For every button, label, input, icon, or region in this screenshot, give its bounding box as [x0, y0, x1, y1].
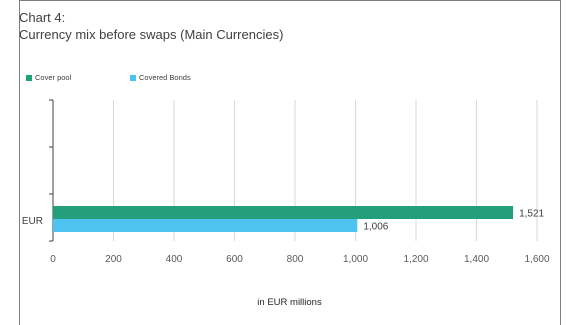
legend-swatch-cover-pool: [26, 75, 32, 82]
bar-covered-bonds: [53, 219, 358, 232]
x-tick-label: 1,000: [343, 254, 368, 265]
legend-label-cover-pool: Cover pool: [35, 73, 72, 82]
legend-item-covered-bonds: Covered Bonds: [130, 73, 191, 82]
chart-number: Chart 4:: [19, 10, 66, 25]
x-tick-label: 800: [287, 254, 304, 265]
category-label: EUR: [22, 216, 43, 227]
bar-cover-pool-label: 1,521: [519, 209, 544, 220]
x-tick-label: 1,200: [403, 254, 428, 265]
legend-swatch-covered-bonds: [130, 75, 136, 82]
x-tick-label: 1,400: [464, 254, 489, 265]
legend-label-covered-bonds: Covered Bonds: [139, 73, 191, 82]
x-tick-label: 0: [50, 254, 56, 265]
chart-frame: [19, 0, 561, 325]
x-tick-label: 200: [105, 254, 122, 265]
bar-covered-bonds-label: 1,006: [363, 222, 388, 233]
x-tick-label: 1,600: [524, 254, 549, 265]
legend-item-cover-pool: Cover pool: [26, 73, 71, 82]
bar-cover-pool: [53, 206, 514, 219]
x-axis-label: in EUR millions: [257, 297, 322, 308]
chart-title: Currency mix before swaps (Main Currenci…: [19, 27, 284, 42]
x-tick-label: 600: [226, 254, 243, 265]
x-tick-label: 400: [166, 254, 183, 265]
